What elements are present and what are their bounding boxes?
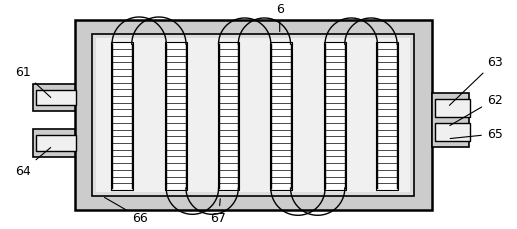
Text: 65: 65 [450,128,503,141]
Bar [218,43,239,190]
Text: 66: 66 [104,198,147,224]
Bar [33,84,74,112]
Bar [96,39,410,192]
Bar [435,100,470,118]
Bar [36,135,75,151]
Text: 63: 63 [449,56,503,106]
Text: 61: 61 [16,66,51,98]
Text: 6: 6 [276,3,284,32]
Text: 67: 67 [210,199,226,224]
Bar [435,123,470,141]
Text: 62: 62 [450,93,503,126]
Bar [165,43,187,190]
Bar [376,43,398,190]
Bar [36,90,75,106]
Bar [432,94,469,147]
Text: 64: 64 [16,148,51,177]
Bar [270,43,292,190]
Bar [74,21,432,210]
Bar [33,129,74,157]
Bar [92,35,414,196]
Bar [111,43,133,190]
Bar [324,43,346,190]
